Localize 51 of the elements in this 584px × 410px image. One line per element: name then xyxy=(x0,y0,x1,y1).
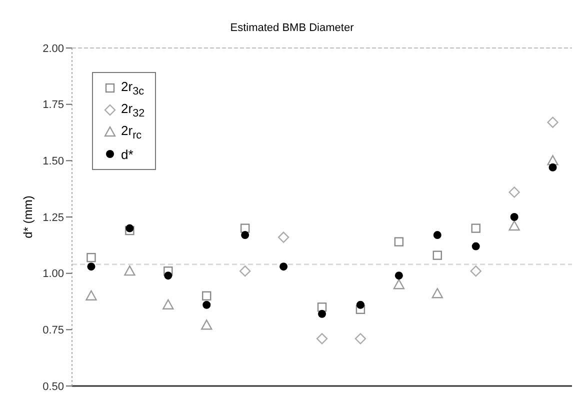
point xyxy=(240,224,250,233)
point xyxy=(548,163,557,172)
legend-label: 2r$_{rc}$ xyxy=(121,122,142,142)
point xyxy=(162,299,174,310)
point xyxy=(316,333,328,344)
y-tick-label: 1.25 xyxy=(42,212,64,224)
point xyxy=(126,224,134,232)
point xyxy=(201,320,212,330)
point xyxy=(547,155,558,166)
y-tick-label: 0.75 xyxy=(42,324,64,337)
point xyxy=(510,213,518,221)
point xyxy=(241,231,250,240)
y-tick-label: 0.50 xyxy=(42,380,64,393)
point xyxy=(317,302,327,312)
legend-label: d* xyxy=(121,146,134,162)
point xyxy=(164,272,172,280)
point xyxy=(354,333,366,344)
point xyxy=(433,231,442,240)
point xyxy=(202,300,211,309)
legend-label: 2r$_{32}$ xyxy=(121,100,145,120)
point xyxy=(471,224,480,233)
point xyxy=(239,265,251,277)
point xyxy=(394,237,404,246)
point xyxy=(356,300,364,309)
point xyxy=(280,262,288,271)
point xyxy=(86,252,96,262)
point xyxy=(472,242,480,250)
y-axis-title: d* (mm) xyxy=(21,196,35,238)
point xyxy=(547,116,558,128)
point xyxy=(87,262,96,271)
point xyxy=(432,250,442,260)
point xyxy=(508,186,520,198)
point xyxy=(393,279,405,290)
point xyxy=(278,232,290,243)
point xyxy=(164,266,173,276)
point xyxy=(86,290,97,300)
y-tick-label: 1.75 xyxy=(42,99,64,112)
chart-title: Estimated BMB Diameter xyxy=(229,22,355,34)
y-tick-label: 2.00 xyxy=(42,42,64,55)
point xyxy=(432,288,443,298)
point xyxy=(394,272,403,280)
point xyxy=(356,304,366,314)
legend-label: 2r$_{3c}$ xyxy=(121,78,144,98)
point xyxy=(202,291,212,300)
y-tick-label: 1.00 xyxy=(42,268,64,280)
y-tick-label: 1.50 xyxy=(42,156,64,168)
point xyxy=(470,265,482,277)
point xyxy=(124,265,136,276)
point xyxy=(508,220,520,231)
point xyxy=(125,226,134,236)
point xyxy=(318,310,326,318)
